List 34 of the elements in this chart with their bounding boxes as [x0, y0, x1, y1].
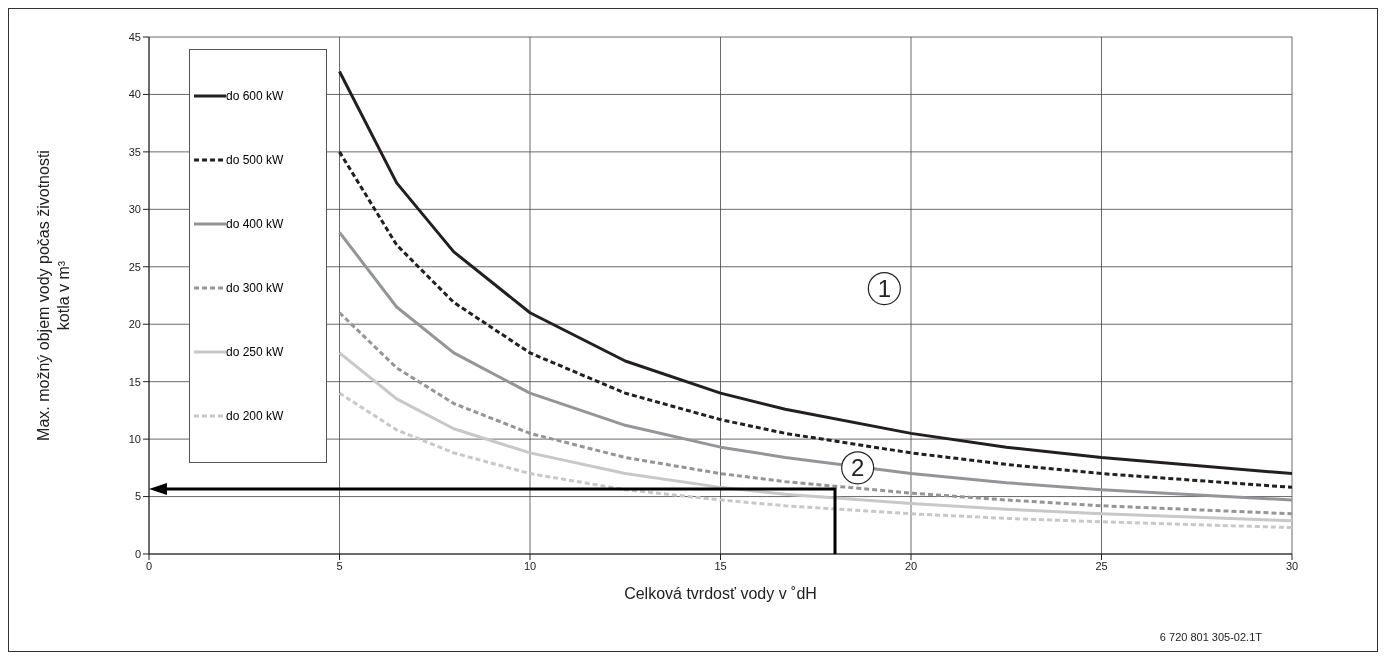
- line-series: [338, 69, 1292, 476]
- y-tick-label: 35: [128, 145, 141, 158]
- y-tick-label: 10: [128, 433, 141, 446]
- y-tick-label: 40: [128, 88, 141, 101]
- y-tick-label: 5: [134, 490, 141, 503]
- legend-label: do 200 kW: [226, 409, 284, 423]
- y-tick-label: 30: [128, 203, 141, 216]
- y-tick-label: 0: [134, 547, 141, 560]
- legend-label: do 600 kW: [226, 89, 284, 103]
- line-series: [338, 311, 1292, 516]
- y-tick-label: 20: [128, 318, 141, 331]
- annotation: 1: [877, 275, 892, 303]
- line-series: [338, 391, 1292, 530]
- x-tick-label: 25: [1095, 559, 1108, 572]
- legend-label: do 500 kW: [226, 153, 284, 167]
- legend-label: do 300 kW: [226, 281, 284, 295]
- y-tick-label: 25: [128, 260, 141, 273]
- line-series: [338, 230, 1292, 502]
- legend-label: do 400 kW: [226, 217, 284, 231]
- y-tick-label: 45: [128, 30, 141, 43]
- text: 6 720 801 305-02.1T: [1159, 631, 1262, 643]
- x-tick-label: 10: [523, 559, 537, 572]
- annotation: 2: [850, 454, 865, 482]
- line-series: [338, 351, 1292, 523]
- y-tick-label: 15: [128, 375, 141, 388]
- x-tick-label: 20: [904, 559, 918, 572]
- x-tick-label: 15: [714, 559, 727, 572]
- legend-label: do 250 kW: [226, 345, 284, 359]
- x-tick-label: 30: [1285, 559, 1299, 572]
- y-axis-title: Max. možný objem vody počas životnosti kotla v m³: [35, 150, 72, 441]
- line-series: [338, 150, 1292, 489]
- x-tick-label: 5: [336, 559, 343, 572]
- x-tick-label: 0: [145, 559, 153, 572]
- x-axis-title: Celková tvrdosť vody v ˚dH: [624, 585, 817, 602]
